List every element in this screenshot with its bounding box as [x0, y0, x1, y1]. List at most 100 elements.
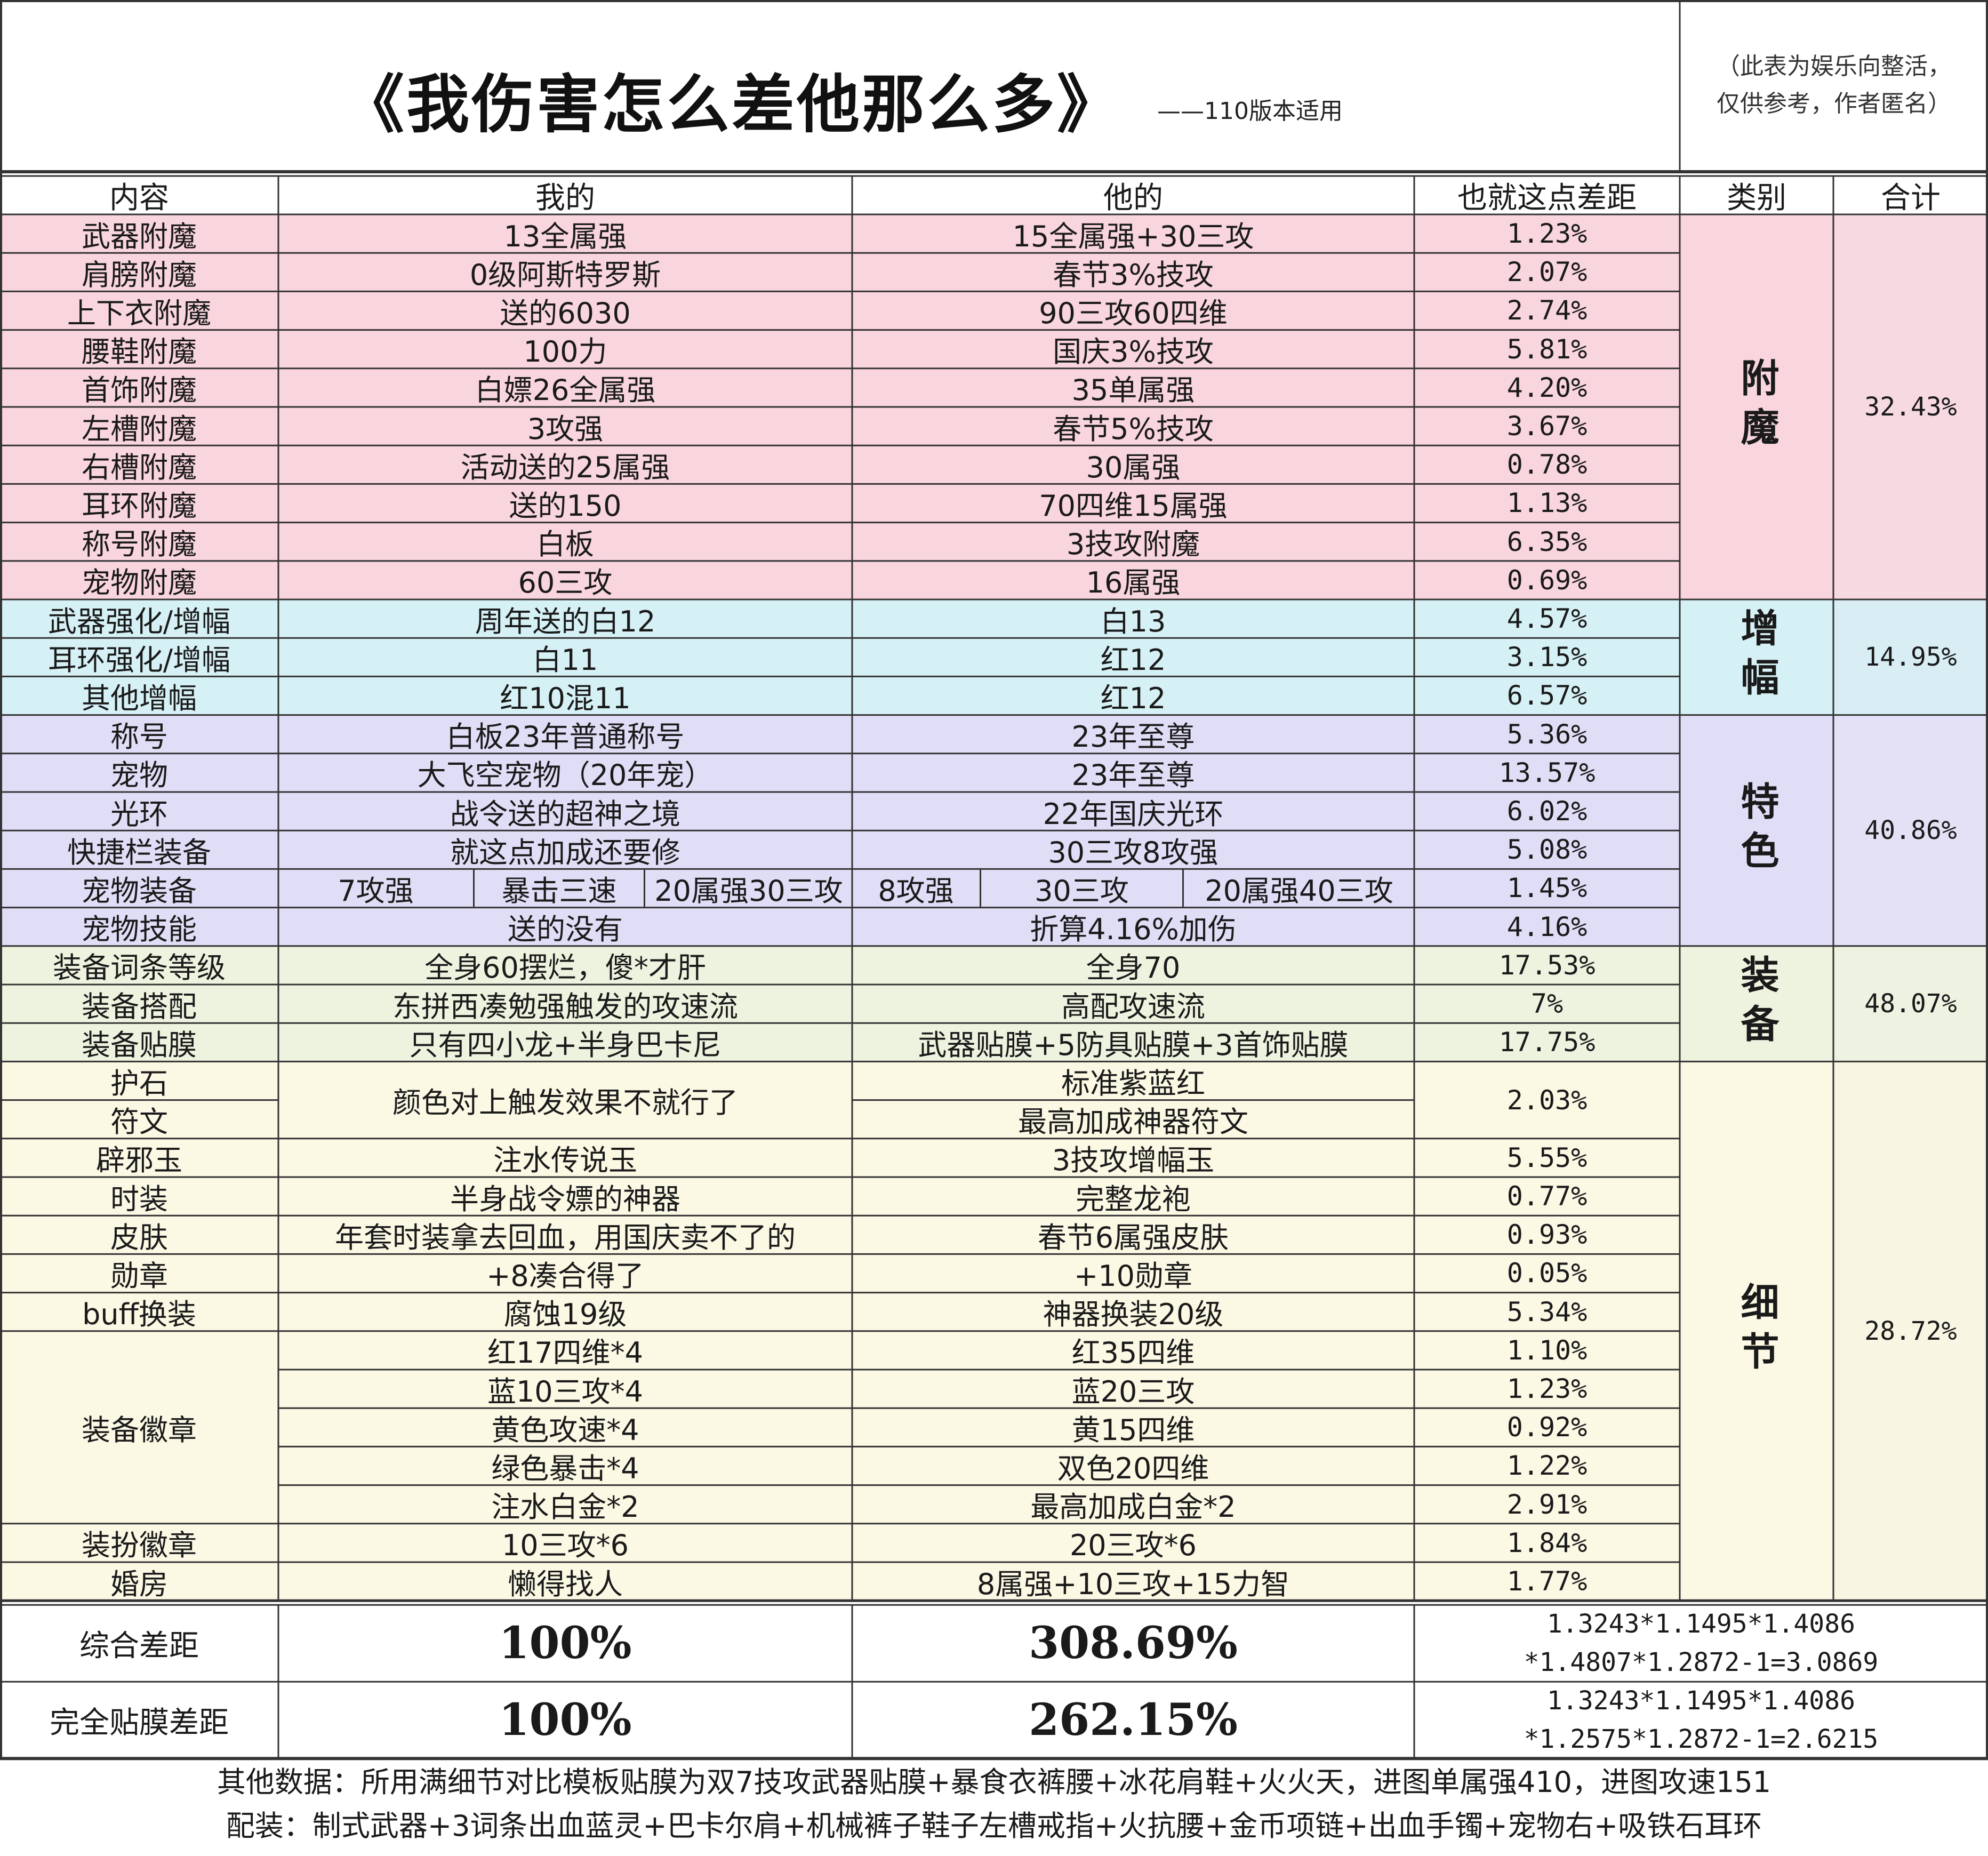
row-item: 符文 — [0, 1100, 278, 1139]
title-area: 《我伤害怎么差他那么多》 ——110版本适用 — [0, 0, 1680, 171]
row-mine: 活动送的25属强 — [278, 445, 852, 484]
row-diff: 4.57% — [1414, 599, 1680, 638]
row-diff: 5.08% — [1414, 830, 1680, 869]
footer-notes: 其他数据：所用满细节对比模板贴膜为双7技攻武器贴膜+暴食衣裤腰+冰花肩鞋+火火天… — [0, 1753, 1988, 1856]
row-item: 宠物装备 — [0, 869, 278, 908]
formula-line: 1.3243*1.1495*1.4086 — [1547, 1609, 1855, 1639]
row-item: 腰鞋附魔 — [0, 330, 278, 369]
row-his: 3技攻附魔 — [852, 522, 1414, 561]
row-mine: 就这点加成还要修 — [278, 830, 852, 869]
header-his: 他的 — [1103, 180, 1163, 215]
row-diff: 3.15% — [1414, 638, 1680, 677]
row-mine: 全身60摆烂，傻*才肝 — [278, 946, 852, 985]
row-mine: 年套时装拿去回血，用国庆卖不了的 — [278, 1215, 852, 1254]
category-total: 14.95% — [1833, 599, 1988, 715]
row-mine-part: 20属强30三攻 — [645, 869, 852, 908]
row-item: 耳环强化/增幅 — [0, 638, 278, 677]
row-diff: 1.13% — [1414, 484, 1680, 523]
row-diff: 4.16% — [1414, 907, 1680, 946]
row-diff: 0.93% — [1414, 1215, 1680, 1254]
row-diff: 13.57% — [1414, 753, 1680, 792]
header-diff: 也就这点差距 — [1457, 180, 1637, 215]
row-item: 首饰附魔 — [0, 368, 278, 407]
row-item: 护石 — [0, 1061, 278, 1100]
row-item: 装备贴膜 — [0, 1023, 278, 1062]
row-diff: 5.55% — [1414, 1138, 1680, 1177]
category-label: 细节 — [1680, 1061, 1833, 1601]
row-his: 全身70 — [852, 946, 1414, 985]
row-mine: 绿色暴击*4 — [278, 1446, 852, 1485]
row-his: 蓝20三攻 — [852, 1370, 1414, 1409]
row-diff: 1.23% — [1414, 214, 1680, 253]
summary-mine: 100% — [499, 1694, 632, 1746]
disclaimer-line: （此表为娱乐向整活， — [1717, 53, 1951, 80]
row-diff: 7% — [1414, 985, 1680, 1023]
row-item: 光环 — [0, 792, 278, 831]
row-his: 30属强 — [852, 445, 1414, 484]
row-mine: 懒得找人 — [278, 1562, 852, 1601]
row-mine: 0级阿斯特罗斯 — [278, 253, 852, 292]
row-mine: 白嫖26全属强 — [278, 368, 852, 407]
row-his: 折算4.16%加伤 — [852, 907, 1414, 946]
row-mine: 送的6030 — [278, 291, 852, 330]
row-item: buff换装 — [0, 1292, 278, 1331]
row-item: 时装 — [0, 1177, 278, 1216]
row-mine: 白板 — [278, 522, 852, 561]
row-mine: 周年送的白12 — [278, 599, 852, 638]
row-item-merged: 装备徽章 — [0, 1331, 278, 1524]
summary-label: 综合差距 — [79, 1628, 199, 1663]
header-total: 合计 — [1881, 180, 1941, 215]
row-diff: 17.53% — [1414, 946, 1680, 985]
row-diff: 17.75% — [1414, 1023, 1680, 1062]
row-his-part: 30三攻 — [981, 869, 1184, 908]
row-his: 35单属强 — [852, 368, 1414, 407]
row-mine: 注水传说玉 — [278, 1138, 852, 1177]
category-total: 48.07% — [1833, 946, 1988, 1062]
row-diff: 0.05% — [1414, 1254, 1680, 1293]
row-his: 神器换装20级 — [852, 1292, 1414, 1331]
row-his: 23年至尊 — [852, 715, 1414, 754]
row-item: 上下衣附魔 — [0, 291, 278, 330]
category-label: 特色 — [1680, 715, 1833, 946]
header-mine: 我的 — [535, 180, 595, 215]
row-item: 耳环附魔 — [0, 484, 278, 523]
row-diff: 2.91% — [1414, 1485, 1680, 1524]
row-diff: 2.07% — [1414, 253, 1680, 292]
row-diff: 4.20% — [1414, 368, 1680, 407]
row-his: 标准紫蓝红 — [852, 1061, 1414, 1100]
row-diff: 6.57% — [1414, 676, 1680, 715]
row-mine: 100力 — [278, 330, 852, 369]
row-mine: 战令送的超神之境 — [278, 792, 852, 831]
row-mine: 注水白金*2 — [278, 1485, 852, 1524]
row-his: 23年至尊 — [852, 753, 1414, 792]
row-item: 宠物 — [0, 753, 278, 792]
row-mine: 蓝10三攻*4 — [278, 1370, 852, 1409]
row-item: 宠物技能 — [0, 907, 278, 946]
row-item: 快捷栏装备 — [0, 830, 278, 869]
category-label: 装备 — [1680, 946, 1833, 1062]
row-his: 红12 — [852, 676, 1414, 715]
row-diff: 5.34% — [1414, 1292, 1680, 1331]
row-mine: 红10混11 — [278, 676, 852, 715]
row-mine: 红17四维*4 — [278, 1331, 852, 1370]
row-his: 8属强+10三攻+15力智 — [852, 1562, 1414, 1601]
row-his: 3技攻增幅玉 — [852, 1138, 1414, 1177]
row-his: 春节3%技攻 — [852, 253, 1414, 292]
formula-line: 1.3243*1.1495*1.4086 — [1547, 1686, 1855, 1716]
row-mine: 送的没有 — [278, 907, 852, 946]
row-diff: 1.22% — [1414, 1446, 1680, 1485]
row-diff: 6.35% — [1414, 522, 1680, 561]
footer-line-data: 其他数据：所用满细节对比模板贴膜为双7技攻武器贴膜+暴食衣裤腰+冰花肩鞋+火火天… — [217, 1765, 1771, 1799]
formula-line: *1.4807*1.2872-1=3.0869 — [1524, 1647, 1879, 1678]
row-mine: 半身战令嫖的神器 — [278, 1177, 852, 1216]
header-content: 内容 — [109, 180, 169, 215]
row-item: 其他增幅 — [0, 676, 278, 715]
row-his: 武器贴膜+5防具贴膜+3首饰贴膜 — [852, 1023, 1414, 1062]
disclaimer-line: 仅供参考，作者匿名） — [1717, 90, 1951, 117]
row-mine: 10三攻*6 — [278, 1523, 852, 1562]
category-label: 附魔 — [1680, 214, 1833, 599]
summary-label: 完全贴膜差距 — [50, 1705, 229, 1740]
row-item: 武器强化/增幅 — [0, 599, 278, 638]
row-diff: 5.81% — [1414, 330, 1680, 369]
row-item: 皮肤 — [0, 1215, 278, 1254]
